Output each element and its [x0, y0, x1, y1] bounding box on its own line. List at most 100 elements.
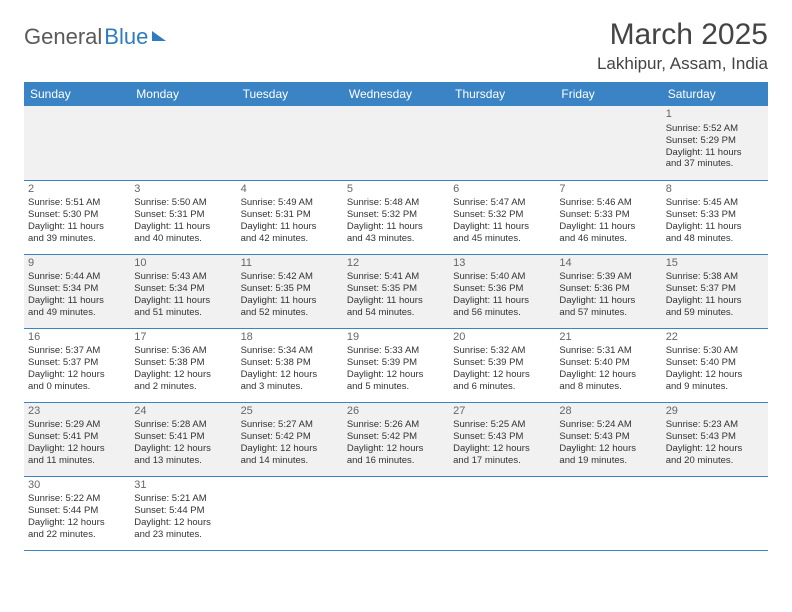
day-number: 31 [134, 479, 232, 493]
daylight-text: and 14 minutes. [241, 455, 339, 467]
sunset-text: Sunset: 5:36 PM [559, 283, 657, 295]
daylight-text: Daylight: 11 hours [347, 295, 445, 307]
sunset-text: Sunset: 5:42 PM [347, 431, 445, 443]
sunrise-text: Sunrise: 5:27 AM [241, 419, 339, 431]
day-number: 27 [453, 405, 551, 419]
day-number: 17 [134, 331, 232, 345]
daylight-text: and 56 minutes. [453, 307, 551, 319]
calendar-cell [449, 476, 555, 550]
sunrise-text: Sunrise: 5:22 AM [28, 493, 126, 505]
calendar-cell [24, 106, 130, 180]
calendar-week-row: 1Sunrise: 5:52 AMSunset: 5:29 PMDaylight… [24, 106, 768, 180]
weekday-header: Friday [555, 82, 661, 106]
sunset-text: Sunset: 5:40 PM [666, 357, 764, 369]
sunset-text: Sunset: 5:34 PM [28, 283, 126, 295]
daylight-text: Daylight: 11 hours [134, 295, 232, 307]
daylight-text: Daylight: 12 hours [28, 443, 126, 455]
sunrise-text: Sunrise: 5:30 AM [666, 345, 764, 357]
daylight-text: Daylight: 12 hours [28, 517, 126, 529]
calendar-cell: 30Sunrise: 5:22 AMSunset: 5:44 PMDayligh… [24, 476, 130, 550]
day-number: 13 [453, 257, 551, 271]
daylight-text: and 2 minutes. [134, 381, 232, 393]
calendar-cell: 8Sunrise: 5:45 AMSunset: 5:33 PMDaylight… [662, 180, 768, 254]
calendar-cell: 4Sunrise: 5:49 AMSunset: 5:31 PMDaylight… [237, 180, 343, 254]
weekday-header: Wednesday [343, 82, 449, 106]
brand-logo: GeneralBlue [24, 24, 166, 50]
calendar-cell [343, 106, 449, 180]
day-number: 22 [666, 331, 764, 345]
calendar-cell [449, 106, 555, 180]
day-number: 30 [28, 479, 126, 493]
daylight-text: Daylight: 11 hours [347, 221, 445, 233]
daylight-text: and 52 minutes. [241, 307, 339, 319]
sunset-text: Sunset: 5:31 PM [241, 209, 339, 221]
daylight-text: Daylight: 12 hours [559, 443, 657, 455]
sunset-text: Sunset: 5:39 PM [347, 357, 445, 369]
day-number: 10 [134, 257, 232, 271]
title-block: March 2025 Lakhipur, Assam, India [597, 18, 768, 74]
calendar-cell: 17Sunrise: 5:36 AMSunset: 5:38 PMDayligh… [130, 328, 236, 402]
weekday-header: Saturday [662, 82, 768, 106]
sunset-text: Sunset: 5:43 PM [453, 431, 551, 443]
daylight-text: Daylight: 11 hours [453, 295, 551, 307]
daylight-text: Daylight: 11 hours [28, 295, 126, 307]
day-number: 7 [559, 183, 657, 197]
day-number: 28 [559, 405, 657, 419]
daylight-text: and 17 minutes. [453, 455, 551, 467]
sunrise-text: Sunrise: 5:36 AM [134, 345, 232, 357]
calendar-cell: 6Sunrise: 5:47 AMSunset: 5:32 PMDaylight… [449, 180, 555, 254]
sunrise-text: Sunrise: 5:23 AM [666, 419, 764, 431]
sunset-text: Sunset: 5:44 PM [28, 505, 126, 517]
calendar-cell: 24Sunrise: 5:28 AMSunset: 5:41 PMDayligh… [130, 402, 236, 476]
calendar-cell: 13Sunrise: 5:40 AMSunset: 5:36 PMDayligh… [449, 254, 555, 328]
brand-part1: General [24, 24, 102, 50]
sunrise-text: Sunrise: 5:45 AM [666, 197, 764, 209]
sunrise-text: Sunrise: 5:34 AM [241, 345, 339, 357]
day-number: 4 [241, 183, 339, 197]
daylight-text: Daylight: 11 hours [559, 221, 657, 233]
daylight-text: Daylight: 11 hours [28, 221, 126, 233]
calendar-cell [237, 476, 343, 550]
daylight-text: and 46 minutes. [559, 233, 657, 245]
weekday-header-row: Sunday Monday Tuesday Wednesday Thursday… [24, 82, 768, 106]
calendar-cell: 31Sunrise: 5:21 AMSunset: 5:44 PMDayligh… [130, 476, 236, 550]
daylight-text: Daylight: 12 hours [241, 443, 339, 455]
daylight-text: Daylight: 12 hours [453, 369, 551, 381]
sunset-text: Sunset: 5:34 PM [134, 283, 232, 295]
calendar-week-row: 23Sunrise: 5:29 AMSunset: 5:41 PMDayligh… [24, 402, 768, 476]
calendar-cell: 2Sunrise: 5:51 AMSunset: 5:30 PMDaylight… [24, 180, 130, 254]
calendar-week-row: 2Sunrise: 5:51 AMSunset: 5:30 PMDaylight… [24, 180, 768, 254]
calendar-cell: 3Sunrise: 5:50 AMSunset: 5:31 PMDaylight… [130, 180, 236, 254]
day-number: 9 [28, 257, 126, 271]
weekday-header: Tuesday [237, 82, 343, 106]
day-number: 11 [241, 257, 339, 271]
daylight-text: and 42 minutes. [241, 233, 339, 245]
sunset-text: Sunset: 5:38 PM [241, 357, 339, 369]
daylight-text: Daylight: 11 hours [241, 295, 339, 307]
sunset-text: Sunset: 5:31 PM [134, 209, 232, 221]
sunset-text: Sunset: 5:39 PM [453, 357, 551, 369]
sunset-text: Sunset: 5:41 PM [28, 431, 126, 443]
calendar-cell [237, 106, 343, 180]
day-number: 23 [28, 405, 126, 419]
sunrise-text: Sunrise: 5:28 AM [134, 419, 232, 431]
location-text: Lakhipur, Assam, India [597, 54, 768, 74]
day-number: 20 [453, 331, 551, 345]
sunrise-text: Sunrise: 5:26 AM [347, 419, 445, 431]
flag-icon [152, 31, 166, 41]
daylight-text: and 11 minutes. [28, 455, 126, 467]
sunrise-text: Sunrise: 5:31 AM [559, 345, 657, 357]
daylight-text: and 23 minutes. [134, 529, 232, 541]
daylight-text: and 9 minutes. [666, 381, 764, 393]
sunset-text: Sunset: 5:35 PM [347, 283, 445, 295]
daylight-text: Daylight: 11 hours [241, 221, 339, 233]
calendar-cell: 14Sunrise: 5:39 AMSunset: 5:36 PMDayligh… [555, 254, 661, 328]
sunrise-text: Sunrise: 5:50 AM [134, 197, 232, 209]
sunrise-text: Sunrise: 5:42 AM [241, 271, 339, 283]
brand-part2: Blue [104, 24, 148, 50]
daylight-text: Daylight: 11 hours [559, 295, 657, 307]
daylight-text: and 16 minutes. [347, 455, 445, 467]
daylight-text: Daylight: 12 hours [347, 443, 445, 455]
calendar-week-row: 16Sunrise: 5:37 AMSunset: 5:37 PMDayligh… [24, 328, 768, 402]
sunrise-text: Sunrise: 5:32 AM [453, 345, 551, 357]
